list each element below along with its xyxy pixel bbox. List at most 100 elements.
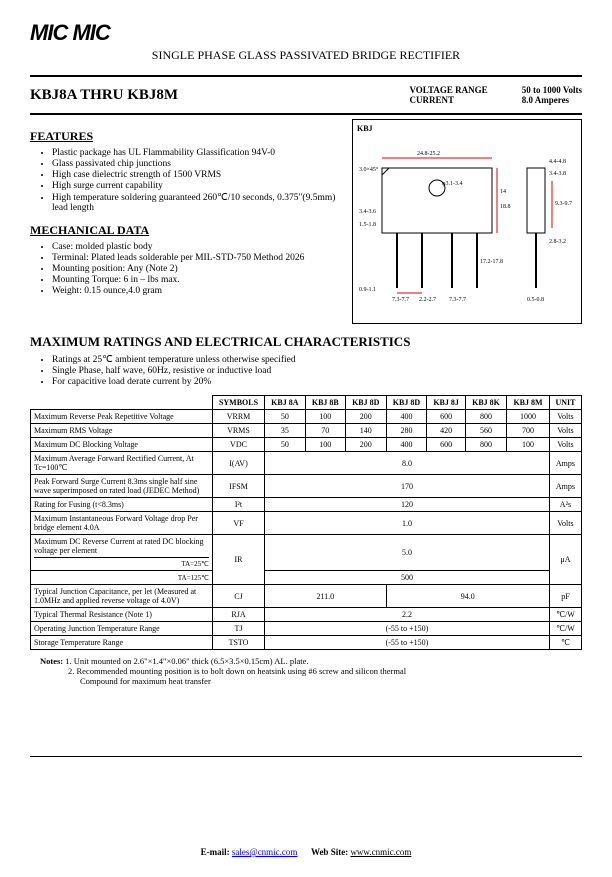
table-row: TA=125℃ 500 <box>31 571 582 585</box>
table-cell: 500 <box>265 571 550 585</box>
table-cell: Volts <box>549 438 581 452</box>
table-row: Maximum Reverse Peak Repetitive VoltageV… <box>31 410 582 424</box>
table-cell: I(AV) <box>213 452 265 475</box>
svg-text:4.4-4.8: 4.4-4.8 <box>549 159 566 165</box>
table-cell: A²s <box>549 498 581 512</box>
site-label: Web Site: <box>311 847 348 857</box>
note-2: 2. Recommended mounting position is to b… <box>68 666 406 676</box>
footnotes: Notes: 1. Unit mounted on 2.6"×1.4"×0.06… <box>30 656 582 686</box>
table-row: Maximum DC Blocking VoltageVDC5010020040… <box>31 438 582 452</box>
features-list: Plastic package has UL Flammability Glas… <box>30 148 342 213</box>
table-cell: (-55 to +150) <box>265 636 550 650</box>
ratings-notes: Ratings at 25℃ ambient temperature unles… <box>30 354 582 387</box>
divider <box>30 75 582 77</box>
table-cell: 600 <box>427 438 466 452</box>
list-item: Ratings at 25℃ ambient temperature unles… <box>52 354 582 365</box>
features-heading: FEATURES <box>30 129 342 144</box>
table-row: Maximum RMS VoltageVRMS35701402804205607… <box>31 424 582 438</box>
table-cell: 2.2 <box>265 608 550 622</box>
table-row: Typical Thermal Resistance (Note 1)RJA2.… <box>31 608 582 622</box>
table-cell: 560 <box>465 424 506 438</box>
svg-text:9.3-9.7: 9.3-9.7 <box>555 201 572 207</box>
content-row: FEATURES Plastic package has UL Flammabi… <box>30 119 582 324</box>
table-cell: 400 <box>386 438 427 452</box>
table-cell: TJ <box>213 622 265 636</box>
table-cell: Maximum Average Forward Rectified Curren… <box>31 452 213 475</box>
table-cell: Typical Thermal Resistance (Note 1) <box>31 608 213 622</box>
table-cell: 50 <box>265 410 306 424</box>
site-link[interactable]: www.cnmic.com <box>350 847 411 857</box>
table-cell: VRRM <box>213 410 265 424</box>
table-row: Typical Junction Capacitance, per let (M… <box>31 585 582 608</box>
page-title: SINGLE PHASE GLASS PASSIVATED BRIDGE REC… <box>30 48 582 63</box>
table-cell: 8.0 <box>265 452 550 475</box>
logo: MIC MIC <box>30 20 582 46</box>
mechanical-list: Case: molded plastic body Terminal: Plat… <box>30 242 342 296</box>
part-range: KBJ8A THRU KBJ8M <box>30 87 178 104</box>
footer: E-mail: sales@cnmic.com Web Site: www.cn… <box>30 847 582 857</box>
table-cell: VRMS <box>213 424 265 438</box>
table-cell: 100 <box>507 438 550 452</box>
table-cell: 700 <box>507 424 550 438</box>
email-link[interactable]: sales@cnmic.com <box>232 847 298 857</box>
table-cell: Rating for Fusing (t<8.3ms) <box>31 498 213 512</box>
table-cell: 50 <box>265 438 306 452</box>
table-cell: 600 <box>427 410 466 424</box>
table-cell: 94.0 <box>386 585 549 608</box>
diagram-svg: 24.8-25.2 3.0×45° φ3.1-3.4 14 18.8 1.5-1… <box>357 133 577 303</box>
svg-text:φ3.1-3.4: φ3.1-3.4 <box>442 181 462 187</box>
list-item: Case: molded plastic body <box>52 242 342 252</box>
table-cell: 100 <box>305 438 345 452</box>
table-cell: pF <box>549 585 581 608</box>
table-cell: Storage Temperature Range <box>31 636 213 650</box>
svg-text:17.2-17.8: 17.2-17.8 <box>480 259 503 265</box>
package-diagram: KBJ 24.8-25.2 3.0×45° φ3.1-3.4 14 18.8 1… <box>352 119 582 324</box>
table-cell: Typical Junction Capacitance, per let (M… <box>31 585 213 608</box>
table-header-row: SYMBOLS KBJ 8A KBJ 8B KBJ 8D KBJ 8D KBJ … <box>31 396 582 410</box>
list-item: Terminal: Plated leads solderable per MI… <box>52 253 342 263</box>
spec-block: VOLTAGE RANGE 50 to 1000 Volts CURRENT 8… <box>409 85 582 105</box>
table-cell: RJA <box>213 608 265 622</box>
list-item: High case dielectric strength of 1500 VR… <box>52 170 342 180</box>
table-cell: TA=125℃ <box>31 571 213 585</box>
table-cell: TSTO <box>213 636 265 650</box>
table-cell: VF <box>213 512 265 535</box>
col-part: KBJ 8M <box>507 396 550 410</box>
col-part: KBJ 8D <box>386 396 427 410</box>
table-row: Rating for Fusing (t<8.3ms)I²t120A²s <box>31 498 582 512</box>
col-part: KBJ 8D <box>345 396 386 410</box>
note-2b: Compound for maximum heat transfer <box>80 676 211 686</box>
table-cell: 280 <box>386 424 427 438</box>
diagram-label: KBJ <box>357 124 577 133</box>
col-unit: UNIT <box>549 396 581 410</box>
table-cell: 35 <box>265 424 306 438</box>
table-cell: Maximum RMS Voltage <box>31 424 213 438</box>
list-item: Mounting position: Any (Note 2) <box>52 264 342 274</box>
table-cell: Amps <box>549 452 581 475</box>
table-cell: ℃ <box>549 636 581 650</box>
table-cell: I²t <box>213 498 265 512</box>
svg-text:2.8-3.2: 2.8-3.2 <box>549 239 566 245</box>
col-symbols: SYMBOLS <box>213 396 265 410</box>
list-item: High surge current capability <box>52 181 342 191</box>
current-label: CURRENT <box>409 95 519 105</box>
table-cell: Maximum DC Reverse Current at rated DC b… <box>31 535 213 571</box>
svg-text:18.8: 18.8 <box>500 204 511 210</box>
table-row: Operating Junction Temperature RangeTJ(-… <box>31 622 582 636</box>
table-cell: Maximum DC Blocking Voltage <box>31 438 213 452</box>
table-cell: Operating Junction Temperature Range <box>31 622 213 636</box>
table-cell: ℃/W <box>549 622 581 636</box>
divider <box>30 756 582 757</box>
list-item: High temperature soldering guaranteed 26… <box>52 192 342 213</box>
table-row: Maximum Average Forward Rectified Curren… <box>31 452 582 475</box>
table-row: Peak Forward Surge Current 8.3ms single … <box>31 475 582 498</box>
list-item: For capacitive load derate current by 20… <box>52 377 582 387</box>
table-cell: Volts <box>549 512 581 535</box>
table-cell: 200 <box>345 410 386 424</box>
svg-text:24.8-25.2: 24.8-25.2 <box>417 151 440 157</box>
list-item: Weight: 0.15 ounce,4.0 gram <box>52 286 342 296</box>
email-label: E-mail: <box>201 847 230 857</box>
table-cell: Peak Forward Surge Current 8.3ms single … <box>31 475 213 498</box>
table-cell: 70 <box>305 424 345 438</box>
list-item: Plastic package has UL Flammability Glas… <box>52 148 342 158</box>
